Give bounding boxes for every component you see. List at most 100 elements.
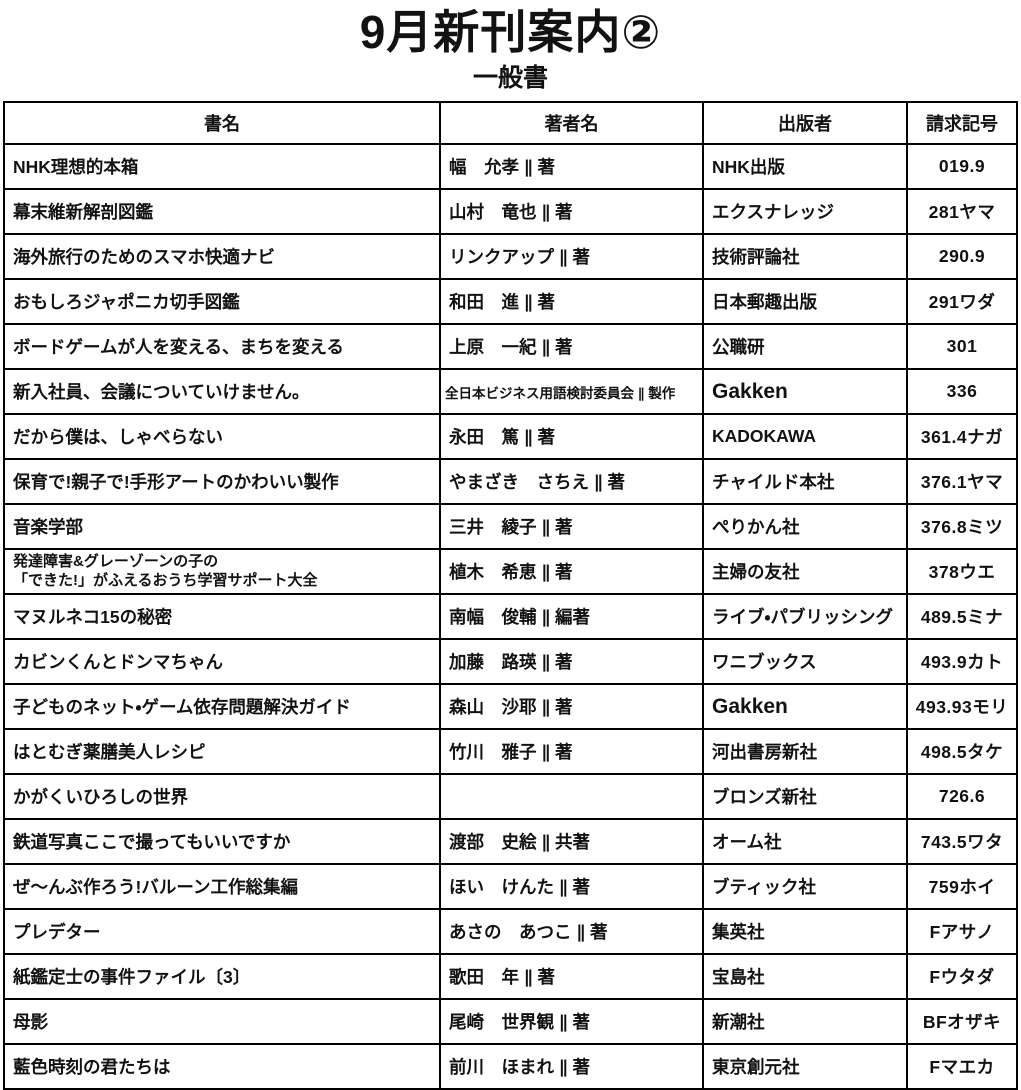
cell-publisher: 宝島社 <box>702 953 908 1001</box>
cell-author-name: 上原 一紀 ∥ 著 <box>439 323 704 371</box>
header-book-title: 書名 <box>3 101 441 146</box>
new-books-table: 書名 著者名 出版者 請求記号 NHK理想的本箱 幅 允孝 ∥ 著 NHK出版 … <box>3 101 1018 1090</box>
cell-book-title: 海外旅行のためのスマホ快適ナビ <box>3 233 441 281</box>
cell-call-number: 378ウエ <box>906 548 1018 596</box>
page-title: 9月新刊案内② <box>359 6 662 58</box>
cell-publisher: エクスナレッジ <box>702 188 908 236</box>
page-subtitle: 一般書 <box>472 63 548 92</box>
cell-book-title: 発達障害&グレーゾーンの子の 「できた!」がふえるおうち学習サポート大全 <box>3 548 441 596</box>
cell-publisher: Gakken <box>702 368 908 416</box>
cell-publisher: 東京創元社 <box>702 1043 908 1090</box>
cell-publisher: ブロンズ新社 <box>702 773 908 821</box>
table-row: 海外旅行のためのスマホ快適ナビ リンクアップ ∥ 著 技術評論社 290.9 <box>3 233 1018 281</box>
cell-author-name <box>439 773 704 821</box>
cell-call-number: 376.1ヤマ <box>906 458 1018 506</box>
cell-publisher: ぺりかん社 <box>702 503 908 551</box>
cell-publisher: 主婦の友社 <box>702 548 908 596</box>
cell-author-name: リンクアップ ∥ 著 <box>439 233 704 281</box>
cell-publisher: NHK出版 <box>702 143 908 191</box>
table-row: マヌルネコ15の秘密 南幅 俊輔 ∥ 編著 ライブ・パブリッシング 489.5ミ… <box>3 593 1018 641</box>
cell-call-number: Fアサノ <box>906 908 1018 956</box>
cell-publisher: 河出書房新社 <box>702 728 908 776</box>
cell-call-number: 291ワダ <box>906 278 1018 326</box>
table-row: 新入社員、会議についていけません。 全日本ビジネス用語検討委員会 ∥ 製作 Ga… <box>3 368 1018 416</box>
cell-call-number: 019.9 <box>906 143 1018 191</box>
header-publisher: 出版者 <box>702 101 908 146</box>
cell-book-title: NHK理想的本箱 <box>3 143 441 191</box>
cell-book-title: プレデター <box>3 908 441 956</box>
table-row: 紙鑑定士の事件ファイル〔3〕 歌田 年 ∥ 著 宝島社 Fウタダ <box>3 953 1018 1001</box>
table-row: プレデター あさの あつこ ∥ 著 集英社 Fアサノ <box>3 908 1018 956</box>
cell-book-title: 鉄道写真ここで撮ってもいいですか <box>3 818 441 866</box>
table-row: 音楽学部 三井 綾子 ∥ 著 ぺりかん社 376.8ミツ <box>3 503 1018 551</box>
header-row: 書名 著者名 出版者 請求記号 <box>3 101 1018 146</box>
table-row: 幕末維新解剖図鑑 山村 竜也 ∥ 著 エクスナレッジ 281ヤマ <box>3 188 1018 236</box>
cell-book-title: ボードゲームが人を変える、まちを変える <box>3 323 441 371</box>
cell-publisher: チャイルド本社 <box>702 458 908 506</box>
cell-call-number: 493.9カト <box>906 638 1018 686</box>
cell-author-name: 南幅 俊輔 ∥ 編著 <box>439 593 704 641</box>
cell-book-title: 紙鑑定士の事件ファイル〔3〕 <box>3 953 441 1001</box>
cell-publisher: ブティック社 <box>702 863 908 911</box>
table-row: だから僕は、しゃべらない 永田 篤 ∥ 著 KADOKAWA 361.4ナガ <box>3 413 1018 461</box>
table-row: ボードゲームが人を変える、まちを変える 上原 一紀 ∥ 著 公職研 301 <box>3 323 1018 371</box>
cell-call-number: 726.6 <box>906 773 1018 821</box>
table-row: 鉄道写真ここで撮ってもいいですか 渡部 史絵 ∥ 共著 オーム社 743.5ワタ <box>3 818 1018 866</box>
cell-author-name: 森山 沙耶 ∥ 著 <box>439 683 704 731</box>
table-row: 母影 尾崎 世界観 ∥ 著 新潮社 BFオザキ <box>3 998 1018 1046</box>
cell-author-name: 植木 希恵 ∥ 著 <box>439 548 704 596</box>
table-row: おもしろジャポニカ切手図鑑 和田 進 ∥ 著 日本郵趣出版 291ワダ <box>3 278 1018 326</box>
cell-publisher: KADOKAWA <box>702 413 908 461</box>
cell-publisher: 新潮社 <box>702 998 908 1046</box>
cell-author-name: 渡部 史絵 ∥ 共著 <box>439 818 704 866</box>
cell-book-title: 新入社員、会議についていけません。 <box>3 368 441 416</box>
header-author-name: 著者名 <box>439 101 704 146</box>
cell-publisher: ライブ・パブリッシング <box>702 593 908 641</box>
cell-call-number: 493.93モリ <box>906 683 1018 731</box>
cell-book-title: はとむぎ薬膳美人レシピ <box>3 728 441 776</box>
table-row: はとむぎ薬膳美人レシピ 竹川 雅子 ∥ 著 河出書房新社 498.5タケ <box>3 728 1018 776</box>
table-row: 藍色時刻の君たちは 前川 ほまれ ∥ 著 東京創元社 Fマエカ <box>3 1043 1018 1090</box>
cell-call-number: 336 <box>906 368 1018 416</box>
cell-publisher: 公職研 <box>702 323 908 371</box>
cell-author-name: 永田 篤 ∥ 著 <box>439 413 704 461</box>
header-call-number: 請求記号 <box>906 101 1018 146</box>
cell-author-name: 全日本ビジネス用語検討委員会 ∥ 製作 <box>439 368 704 416</box>
cell-author-name: 三井 綾子 ∥ 著 <box>439 503 704 551</box>
cell-author-name: 和田 進 ∥ 著 <box>439 278 704 326</box>
table-body: NHK理想的本箱 幅 允孝 ∥ 著 NHK出版 019.9 幕末維新解剖図鑑 山… <box>3 143 1018 1090</box>
table-row: 子どものネット・ゲーム依存問題解決ガイド 森山 沙耶 ∥ 著 Gakken 49… <box>3 683 1018 731</box>
cell-author-name: 幅 允孝 ∥ 著 <box>439 143 704 191</box>
cell-call-number: BFオザキ <box>906 998 1018 1046</box>
cell-author-name: ほい けんた ∥ 著 <box>439 863 704 911</box>
cell-call-number: Fマエカ <box>906 1043 1018 1090</box>
table-row: NHK理想的本箱 幅 允孝 ∥ 著 NHK出版 019.9 <box>3 143 1018 191</box>
cell-book-title: かがくいひろしの世界 <box>3 773 441 821</box>
cell-call-number: 290.9 <box>906 233 1018 281</box>
cell-author-name: 山村 竜也 ∥ 著 <box>439 188 704 236</box>
cell-book-title: おもしろジャポニカ切手図鑑 <box>3 278 441 326</box>
cell-book-title: 音楽学部 <box>3 503 441 551</box>
cell-author-name: 尾崎 世界観 ∥ 著 <box>439 998 704 1046</box>
cell-call-number: 743.5ワタ <box>906 818 1018 866</box>
cell-call-number: 376.8ミツ <box>906 503 1018 551</box>
cell-book-title: ぜ〜んぶ作ろう!バルーン工作総集編 <box>3 863 441 911</box>
cell-author-name: あさの あつこ ∥ 著 <box>439 908 704 956</box>
cell-book-title: マヌルネコ15の秘密 <box>3 593 441 641</box>
table-row: ぜ〜んぶ作ろう!バルーン工作総集編 ほい けんた ∥ 著 ブティック社 759ホ… <box>3 863 1018 911</box>
cell-call-number: Fウタダ <box>906 953 1018 1001</box>
cell-author-name: やまざき さちえ ∥ 著 <box>439 458 704 506</box>
cell-author-name: 歌田 年 ∥ 著 <box>439 953 704 1001</box>
cell-call-number: 361.4ナガ <box>906 413 1018 461</box>
cell-book-title: 保育で!親子で!手形アートのかわいい製作 <box>3 458 441 506</box>
cell-publisher: Gakken <box>702 683 908 731</box>
cell-publisher: 技術評論社 <box>702 233 908 281</box>
cell-author-name: 竹川 雅子 ∥ 著 <box>439 728 704 776</box>
cell-call-number: 498.5タケ <box>906 728 1018 776</box>
table-row: カビンくんとドンマちゃん 加藤 路瑛 ∥ 著 ワニブックス 493.9カト <box>3 638 1018 686</box>
cell-publisher: 集英社 <box>702 908 908 956</box>
cell-call-number: 759ホイ <box>906 863 1018 911</box>
cell-book-title: 母影 <box>3 998 441 1046</box>
cell-author-name: 前川 ほまれ ∥ 著 <box>439 1043 704 1090</box>
